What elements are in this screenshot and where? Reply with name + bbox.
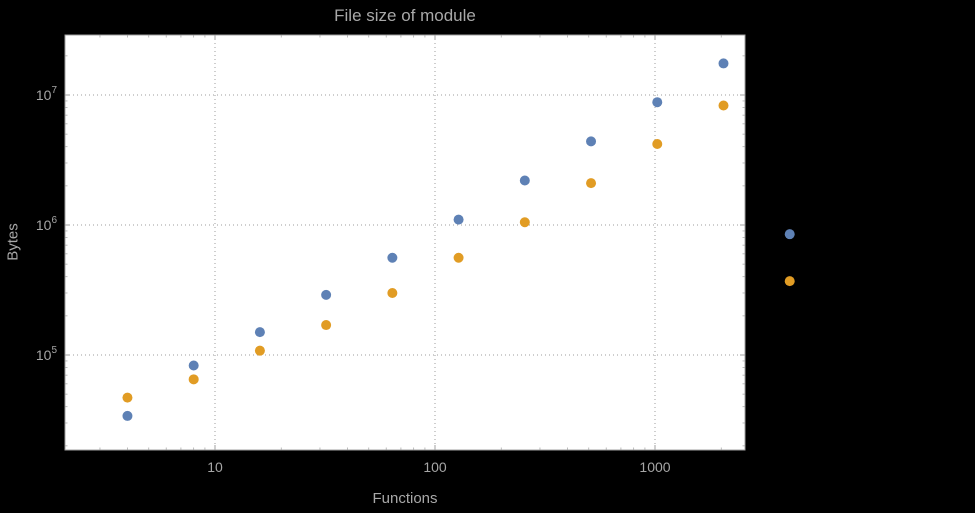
x-tick-label: 100 [423,459,447,475]
data-point-blue [519,175,530,186]
plot-frame [64,34,746,451]
data-point-blue [254,327,265,338]
data-point-blue [784,229,795,240]
x-tick-label: 1000 [639,459,670,475]
data-point-orange [387,287,398,298]
data-point-orange [519,217,530,228]
plot-background [65,35,745,450]
data-point-blue [321,289,332,300]
y-axis-label: Bytes [4,223,22,261]
x-axis-label: Functions [372,490,438,507]
data-point-blue [188,360,199,371]
data-point-blue [453,214,464,225]
y-tick-label: 106 [36,215,58,233]
data-point-orange [453,252,464,263]
data-point-blue [718,58,729,69]
data-point-blue [586,136,597,147]
x-tick-label: 10 [207,459,223,475]
data-point-blue [122,410,133,421]
data-point-orange [254,345,265,356]
data-point-orange [122,392,133,403]
y-tick-label: 107 [36,85,58,103]
y-tick-label: 105 [36,345,58,363]
data-point-orange [718,100,729,111]
data-point-orange [784,276,795,287]
data-point-orange [321,320,332,331]
data-point-orange [188,374,199,385]
data-point-orange [586,178,597,189]
chart-title: File size of module [334,6,476,25]
data-point-blue [652,97,663,108]
data-point-blue [387,252,398,263]
data-point-orange [652,138,663,149]
